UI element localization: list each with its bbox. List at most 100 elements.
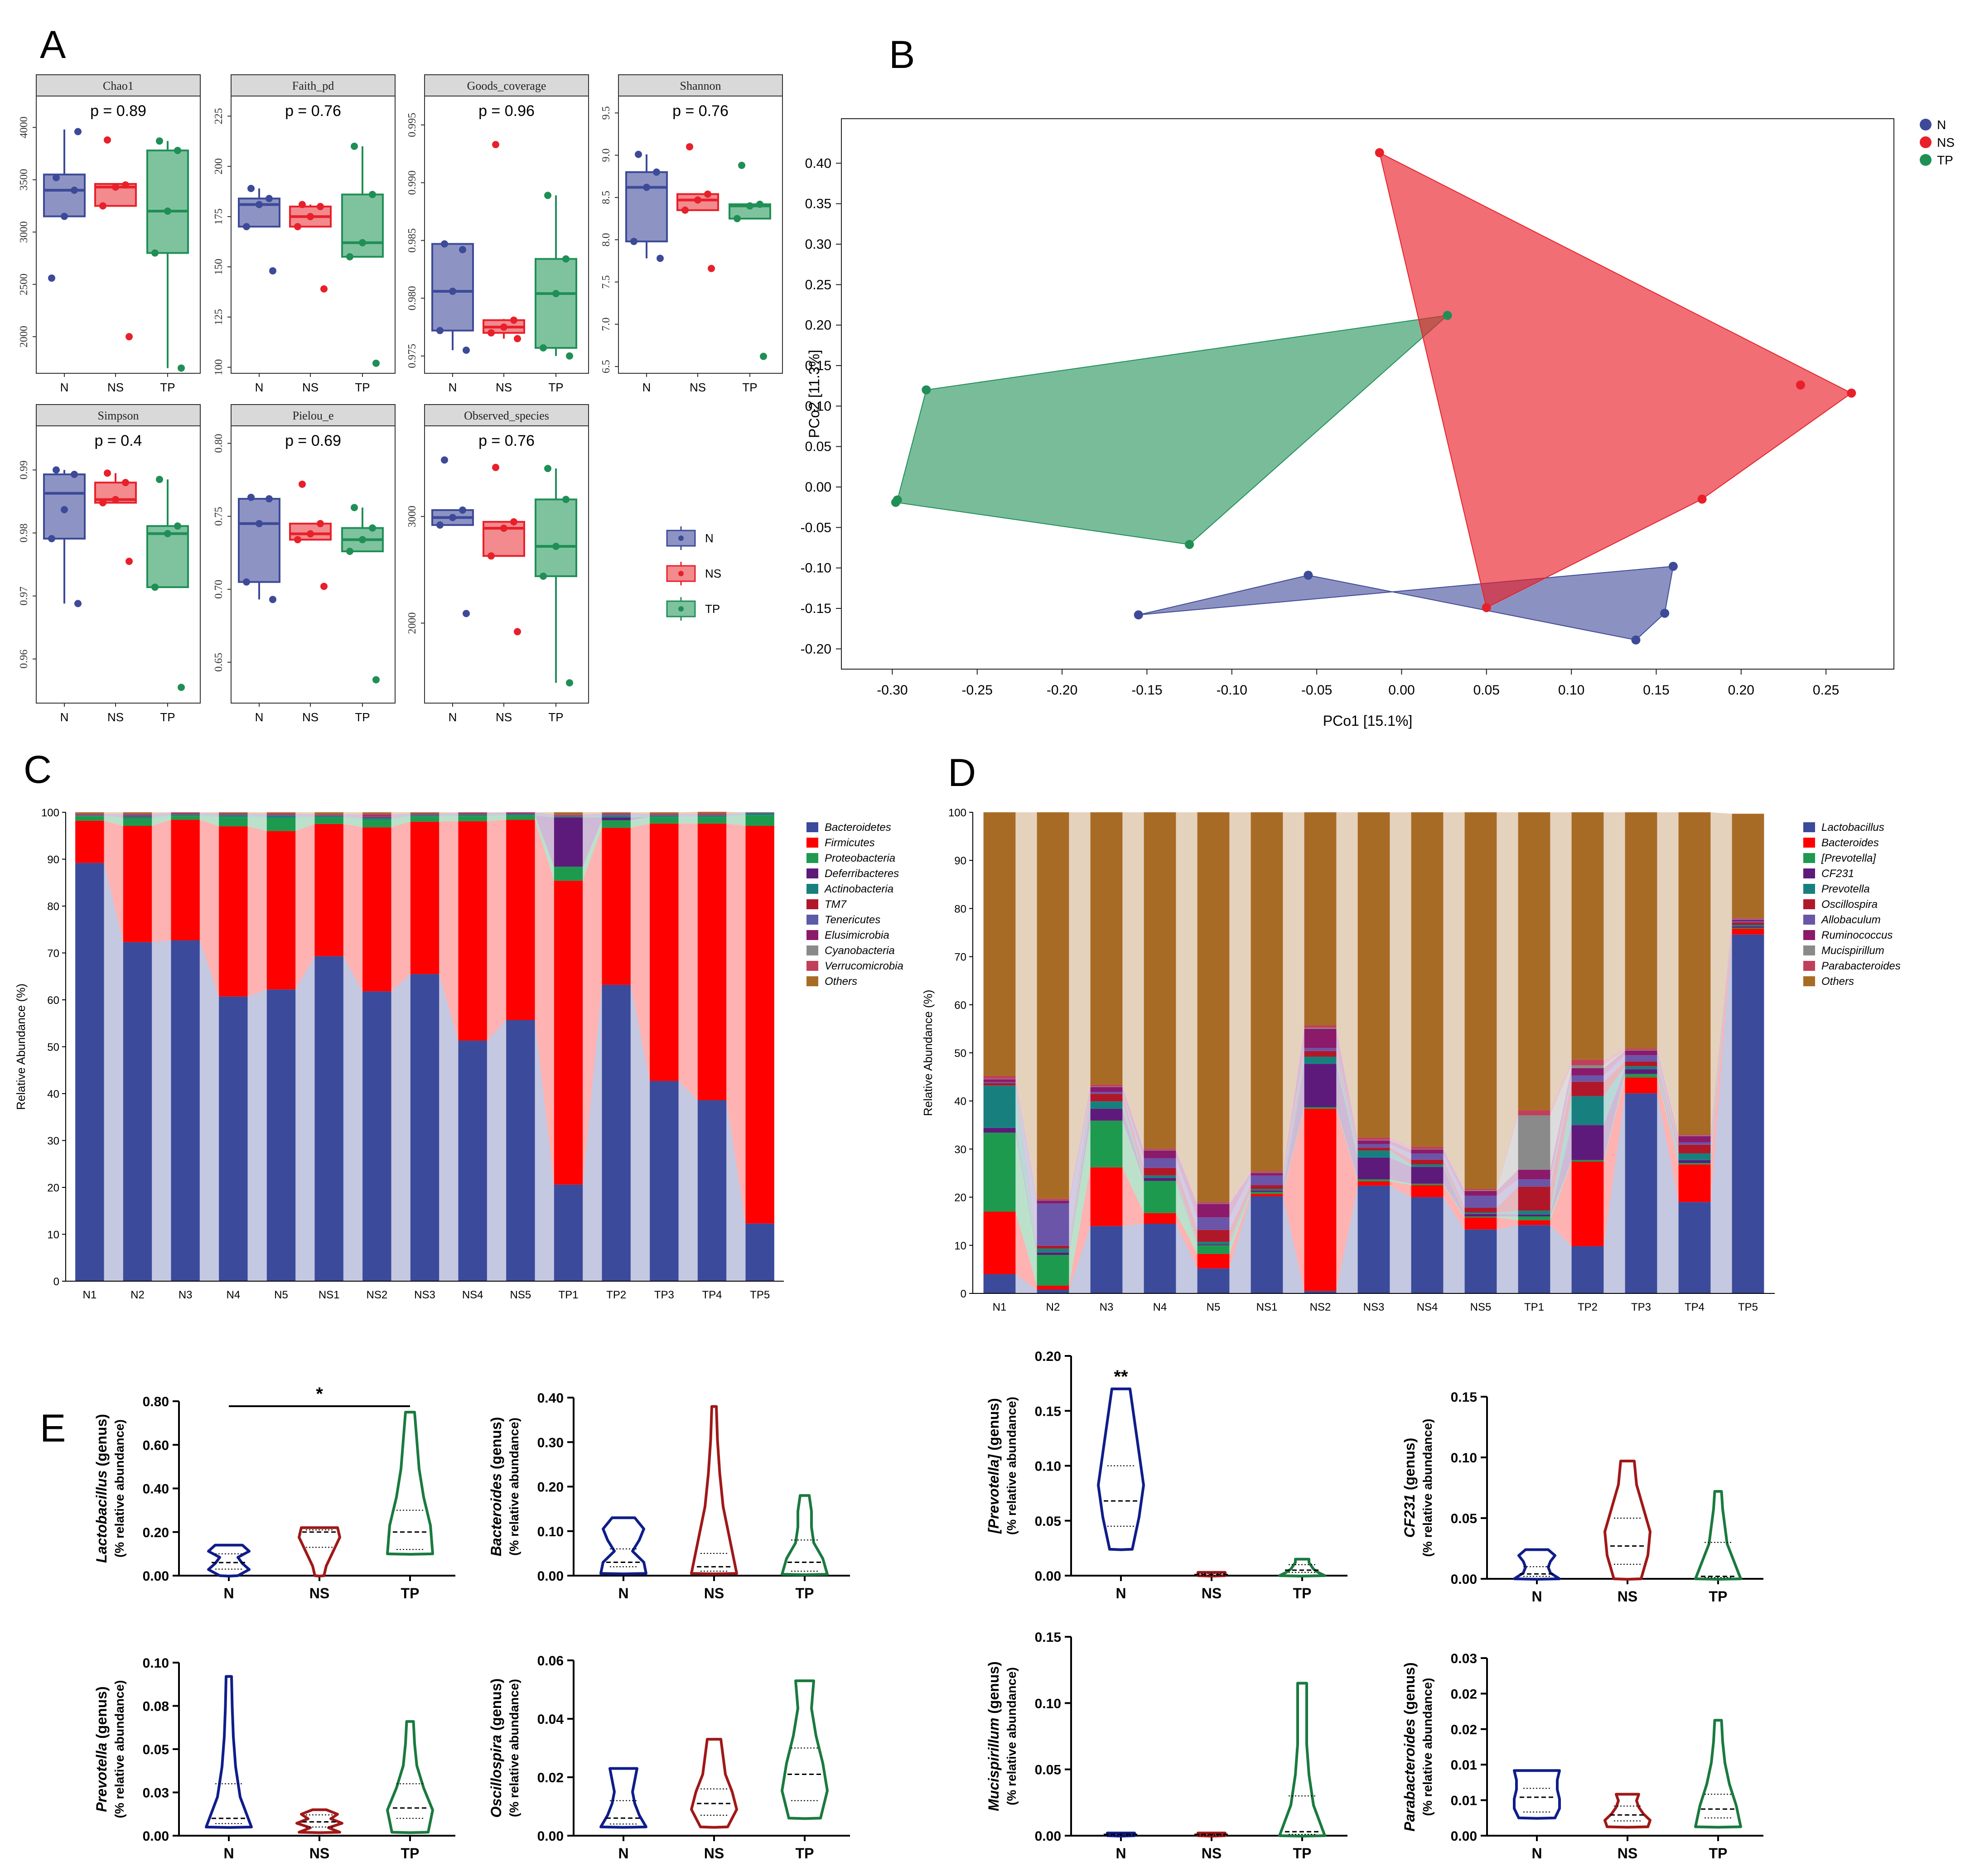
flow-band [391,812,410,814]
flow-band [1229,1190,1251,1245]
bar-segment-ruminococcus [1518,1170,1550,1180]
x-tick-label: 0.15 [1643,683,1669,698]
significance-marker: ** [1114,1367,1128,1387]
flow-band [439,813,459,815]
y-tick-label: 0.15 [1035,1404,1061,1419]
violin-n [207,1543,251,1577]
legend-swatch [806,976,818,986]
legend-swatch [1803,930,1815,940]
panel-label-c: C [24,748,52,791]
flow-band [1122,1167,1144,1226]
legend-swatch [806,945,818,955]
y-axis-label-units: (% relative abundance) [1004,1667,1019,1805]
flow-band [152,820,171,942]
flow-band [1603,1061,1625,1096]
flow-band [343,812,363,815]
x-tick-label: NS1 [319,1289,340,1301]
bar-segment-others [1357,812,1390,1138]
y-tick-label: 0.15 [1035,1630,1061,1645]
flow-band [1176,812,1198,1202]
x-tick-label: NS [1618,1588,1637,1605]
flow-band [1390,1140,1411,1153]
data-point-tp [756,200,763,208]
bar-segment-parabacteroides [1625,1048,1657,1050]
significance-marker: * [316,1384,323,1404]
flow-band [1550,1225,1572,1293]
bar-segment-proteobacteria [697,817,727,824]
bar-segment-cf231 [1304,1064,1337,1108]
x-tick-label: TP [796,1585,814,1601]
x-tick-label: TP [1709,1845,1728,1862]
flow-band [1550,1162,1572,1246]
bar-segment-others [1411,812,1444,1147]
flow-band [583,814,602,816]
bar-segment-mucispirillum [1144,1150,1176,1151]
flow-band [1015,1079,1037,1204]
p-value: p = 0.69 [285,432,341,449]
flow-band [1497,1170,1518,1196]
flow-band [1069,1120,1091,1286]
legend-label: Allobaculum [1820,914,1881,926]
flow-band [1443,1159,1465,1213]
legend-label: Cyanobacteria [825,945,895,957]
bar-segment-proteobacteria [362,820,391,828]
legend-swatch [806,899,818,909]
x-tick-label: NS3 [414,1289,435,1301]
y-tick-label: 90 [47,854,59,866]
bar-segment-verrucomicrobia [602,813,631,814]
flow-band [1550,1068,1572,1180]
bar-segment-parabacteroides [1678,1134,1711,1136]
y-tick-label: 0.05 [143,1742,169,1757]
x-tick-label: NS [1202,1585,1222,1601]
x-tick-label: NS2 [366,1289,387,1301]
point-ns [1482,603,1491,612]
flow-band [487,820,507,1041]
flow-band [439,815,459,817]
x-tick-label: -0.15 [1131,683,1162,698]
violin-ns [690,1405,738,1576]
flow-band [1176,1224,1198,1293]
bar-segment-cf231 [1732,926,1764,928]
flow-band [391,814,410,817]
p-value: p = 0.4 [95,432,142,449]
x-tick-label: N [255,710,264,724]
flow-band [1229,1171,1251,1204]
bar-segment-firmicutes [410,821,439,974]
panel-b-pcoa: -0.30 -0.25 -0.20 -0.15 -0.10 -0.05 0.00 0.05 0.… [801,118,1955,729]
bar-segment-bacteroidetes [362,991,391,1281]
x-tick-label: TP4 [702,1289,722,1301]
flow-band [583,817,602,867]
bar-segment-oscillospira [1732,922,1764,925]
bar-segment-elusimicrobia [171,813,200,814]
bar-segment-prevotella [1090,1120,1123,1167]
bar-segment-oscillospira [1144,1167,1176,1176]
y-tick-label: 0.25 [805,277,831,292]
bar-segment-others [458,812,487,813]
x-tick-label: NS [704,1585,724,1601]
flow-band [1283,1056,1304,1191]
genus-paren: (genus) [488,1417,504,1473]
data-point-ns [492,141,499,149]
y-tick-label: 3000 [18,221,30,243]
x-tick-label: NS3 [1363,1301,1385,1313]
violin-tp [1694,1490,1742,1581]
box-tp [341,193,384,258]
bar-segment-parabacteroides [1464,1189,1497,1191]
y-tick-label: 50 [954,1047,966,1060]
x-tick-label: N2 [130,1289,145,1301]
x-tick-label: TP [160,381,175,394]
flow-band [678,817,698,824]
violin-plot-cf231: 0.00 0.05 0.10 0.15 CF231 (genus) (% relative… [1401,1390,1763,1605]
bar-segment-mucispirillum [1197,1203,1230,1204]
bar-segment-firmicutes [266,831,296,990]
legend-swatch [1803,915,1815,925]
data-point-n [48,274,55,282]
bar-segment-tenericutes [506,813,535,814]
flow-band [583,820,602,881]
data-point-ns [510,518,517,526]
violin-ns [1603,1793,1651,1829]
legend-swatch [806,930,818,940]
y-tick-label: 6.5 [600,360,612,373]
flow-band [1603,1066,1625,1125]
genus-name: Mucispirillum [985,1718,1002,1811]
